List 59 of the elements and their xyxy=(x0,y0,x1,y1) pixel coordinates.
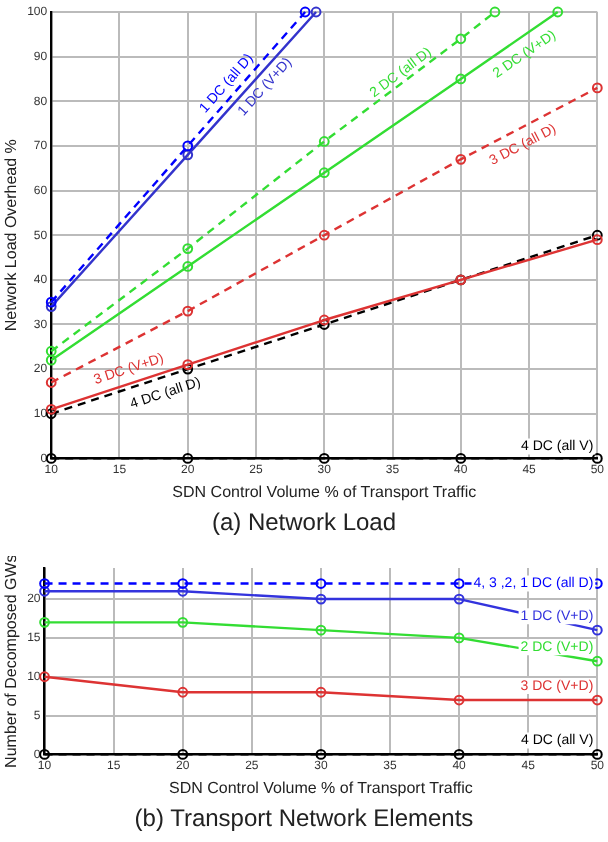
point xyxy=(489,6,501,18)
point xyxy=(45,354,57,366)
point xyxy=(39,578,50,589)
y-axis-title: Network Load Overhead % xyxy=(2,139,21,332)
point xyxy=(453,694,465,706)
point xyxy=(591,624,603,636)
text: (b) Transport Network Elements xyxy=(132,802,476,836)
point xyxy=(591,229,603,241)
point xyxy=(177,616,189,628)
point xyxy=(591,749,603,760)
point xyxy=(591,234,603,246)
point xyxy=(45,296,57,308)
point xyxy=(39,671,50,683)
point xyxy=(39,749,50,760)
point xyxy=(315,749,327,760)
point xyxy=(591,82,603,94)
point xyxy=(39,616,50,628)
point xyxy=(453,578,465,589)
point xyxy=(318,167,330,179)
point xyxy=(45,301,57,313)
point xyxy=(591,655,603,667)
point xyxy=(315,593,327,605)
point xyxy=(318,229,330,241)
point xyxy=(455,453,467,464)
point xyxy=(315,578,327,589)
point xyxy=(455,153,467,165)
point xyxy=(182,243,194,254)
point xyxy=(318,136,330,147)
x-axis-title: SDN Control Volume % of Transport Traffic xyxy=(172,482,477,501)
point xyxy=(591,453,603,464)
point xyxy=(45,377,57,388)
point xyxy=(318,314,330,326)
point xyxy=(453,749,465,760)
point xyxy=(177,749,189,760)
point xyxy=(45,345,57,357)
point xyxy=(318,319,330,330)
point xyxy=(182,140,194,152)
point xyxy=(453,593,465,605)
point xyxy=(177,578,189,589)
point xyxy=(318,453,330,464)
point xyxy=(455,73,467,85)
point xyxy=(453,632,465,644)
x-axis-title: SDN Control Volume % of Transport Traffic xyxy=(169,778,473,797)
point xyxy=(182,305,194,317)
point xyxy=(182,149,194,161)
text: (a) Network Load xyxy=(209,506,399,540)
point xyxy=(315,686,327,698)
point xyxy=(299,6,311,18)
point xyxy=(315,624,327,636)
point xyxy=(455,33,467,45)
point xyxy=(39,585,50,597)
point xyxy=(177,585,189,597)
point xyxy=(591,694,603,706)
point xyxy=(45,403,57,415)
point xyxy=(552,6,564,18)
point xyxy=(182,453,194,464)
point xyxy=(182,261,194,272)
point xyxy=(310,6,322,18)
point xyxy=(177,686,189,698)
